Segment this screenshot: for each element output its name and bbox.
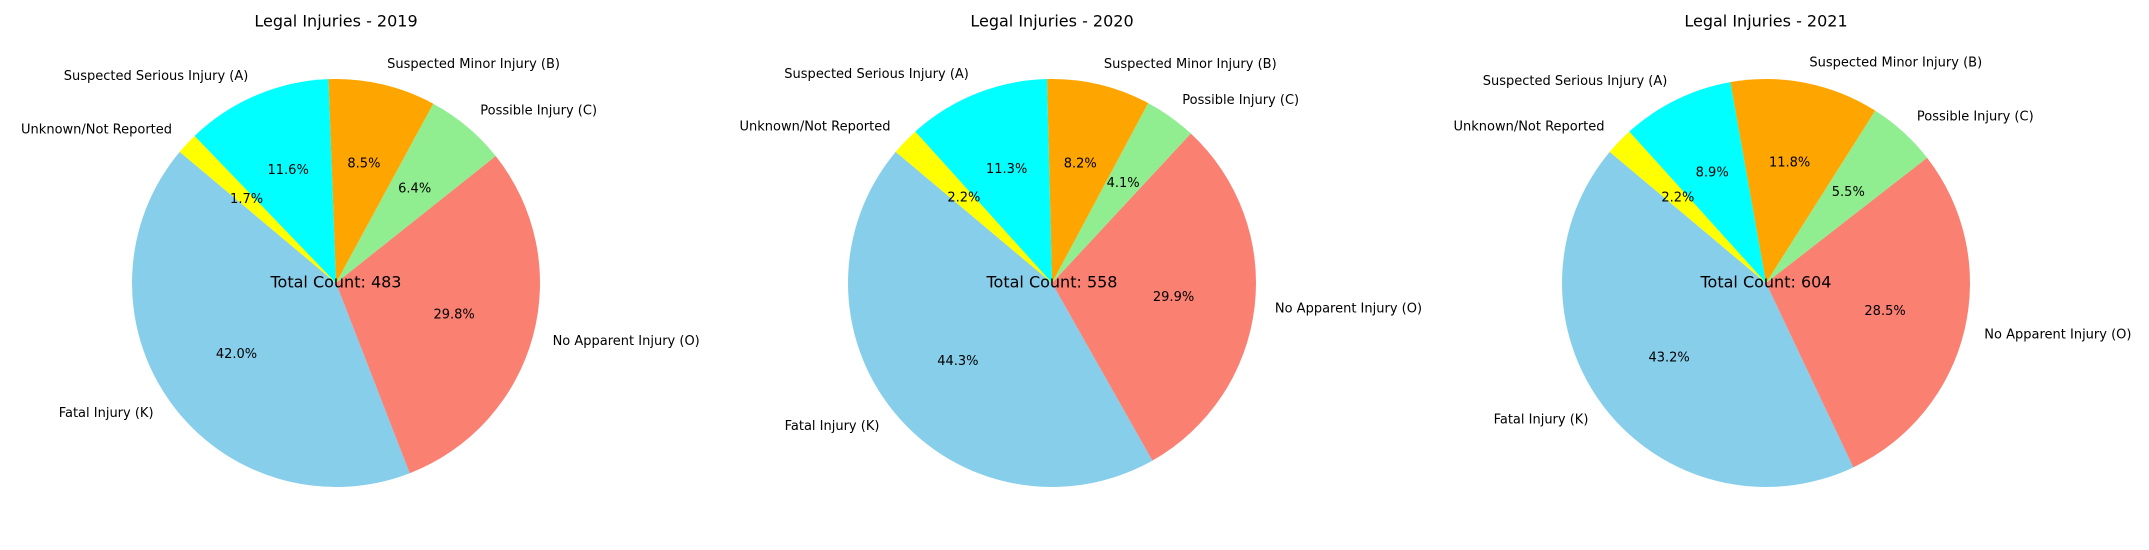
slice-label: Suspected Serious Injury (A) xyxy=(784,67,969,82)
pie-slice xyxy=(1609,131,1766,283)
slice-percent-label: 2.2% xyxy=(1661,191,1694,206)
slice-label: Possible Injury (C) xyxy=(480,104,597,119)
slice-label: Suspected Serious Injury (A) xyxy=(64,69,249,84)
pie-slice xyxy=(1052,133,1256,461)
slice-percent-label: 11.6% xyxy=(268,163,309,178)
pie-slices xyxy=(848,78,1256,487)
pie-slices xyxy=(132,79,541,487)
slice-label: Suspected Minor Injury (B) xyxy=(1104,57,1277,72)
slice-percent-label: 6.4% xyxy=(398,182,431,197)
slice-percent-label: 8.9% xyxy=(1696,166,1729,181)
pie-slice xyxy=(1766,110,1928,284)
pie-slice xyxy=(1766,157,1971,468)
pie-slice xyxy=(336,156,541,474)
slice-percent-label: 1.7% xyxy=(230,192,263,207)
pie-slice xyxy=(915,79,1052,283)
slice-percent-label: 2.2% xyxy=(947,191,980,206)
slice-percent-label: 44.3% xyxy=(937,354,978,369)
slice-percent-label: 29.8% xyxy=(433,308,474,323)
pie-slice xyxy=(336,103,496,283)
pie-chart-1: Fatal Injury (K) 42.0% No Apparent Injury … xyxy=(21,12,700,487)
slice-label: Fatal Injury (K) xyxy=(59,406,154,421)
total-count-label: Total Count: 604 xyxy=(1700,273,1832,292)
slice-percent-label: 11.8% xyxy=(1769,155,1810,170)
pie-slice xyxy=(1730,79,1876,284)
pie-slices xyxy=(1562,79,1971,487)
pie-slice xyxy=(1047,78,1149,283)
slice-percent-label: 8.5% xyxy=(347,156,380,171)
slice-label: Unknown/Not Reported xyxy=(21,122,172,137)
slice-label: Suspected Minor Injury (B) xyxy=(1809,55,1982,70)
pie-chart-3: Fatal Injury (K) 43.2% No Apparent Injury … xyxy=(1453,12,2131,487)
pie-slice xyxy=(1629,82,1766,284)
pie-chart-2: Fatal Injury (K) 44.3% No Apparent Injury … xyxy=(739,12,1422,487)
slice-percent-label: 5.5% xyxy=(1832,185,1865,200)
slice-percent-label: 4.1% xyxy=(1107,176,1140,191)
pie-labels: Fatal Injury (K) 44.3% No Apparent Injury … xyxy=(739,57,1422,434)
slice-label: Unknown/Not Reported xyxy=(1453,120,1604,135)
pie-slice xyxy=(895,131,1052,283)
chart-title: Legal Injuries - 2019 xyxy=(254,12,417,31)
pie-slice xyxy=(328,79,434,283)
pie-slice xyxy=(132,151,410,487)
slice-label: Possible Injury (C) xyxy=(1917,109,2034,124)
total-count-label: Total Count: 483 xyxy=(270,273,402,292)
slice-label: No Apparent Injury (O) xyxy=(1984,327,2131,342)
slice-label: Possible Injury (C) xyxy=(1182,93,1299,108)
slice-label: No Apparent Injury (O) xyxy=(1275,302,1422,317)
slice-percent-label: 8.2% xyxy=(1064,156,1097,171)
pie-slice xyxy=(1052,103,1191,283)
slice-label: Suspected Minor Injury (B) xyxy=(387,57,560,72)
slice-label: Suspected Serious Injury (A) xyxy=(1483,74,1668,89)
pie-slice xyxy=(194,79,336,283)
pie-labels: Fatal Injury (K) 43.2% No Apparent Injury … xyxy=(1453,55,2131,427)
slice-percent-label: 28.5% xyxy=(1864,304,1905,319)
slice-percent-label: 29.9% xyxy=(1153,290,1194,305)
slice-percent-label: 42.0% xyxy=(216,347,257,362)
slice-percent-label: 43.2% xyxy=(1648,350,1689,365)
total-count-label: Total Count: 558 xyxy=(986,273,1118,292)
slice-label: Fatal Injury (K) xyxy=(1494,413,1589,428)
slice-label: Unknown/Not Reported xyxy=(739,120,890,135)
chart-title: Legal Injuries - 2020 xyxy=(970,12,1133,31)
pie-slice xyxy=(848,151,1153,487)
pie-labels: Fatal Injury (K) 42.0% No Apparent Injury … xyxy=(21,57,700,421)
slice-label: Fatal Injury (K) xyxy=(785,419,880,434)
chart-title: Legal Injuries - 2021 xyxy=(1684,12,1847,31)
slice-percent-label: 11.3% xyxy=(986,162,1027,177)
pie-slice xyxy=(179,135,336,283)
pie-slice xyxy=(1562,151,1854,487)
slice-label: No Apparent Injury (O) xyxy=(553,334,700,349)
